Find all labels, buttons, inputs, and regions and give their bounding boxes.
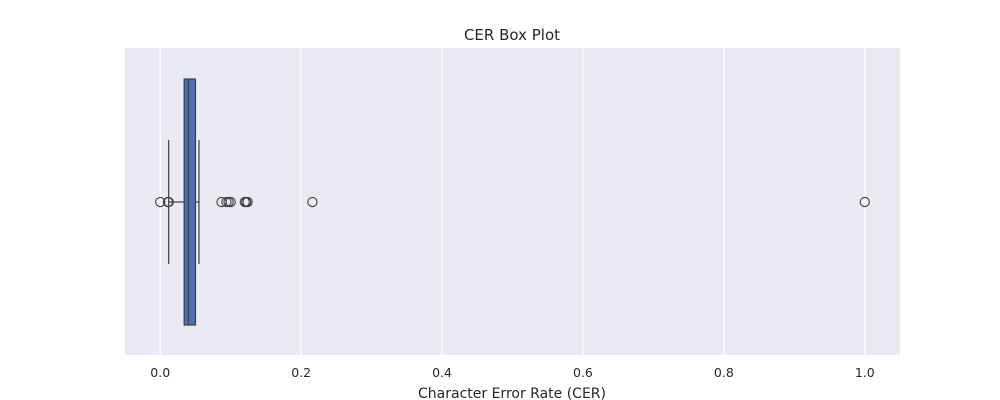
x-tick-labels: 0.0 0.2 0.4 0.6 0.8 1.0: [150, 365, 874, 380]
x-tick-label: 0.8: [714, 365, 734, 380]
x-tick-label: 0.4: [432, 365, 452, 380]
x-axis-label: Character Error Rate (CER): [418, 386, 606, 400]
x-tick-label: 0.0: [150, 365, 170, 380]
x-tick-label: 0.6: [573, 365, 593, 380]
chart-title: CER Box Plot: [464, 26, 560, 44]
outlier-points: [155, 196, 870, 208]
x-tick-label: 1.0: [855, 365, 875, 380]
outlier-point: [225, 196, 236, 208]
box-and-whiskers: [168, 78, 200, 326]
outlier-point: [859, 196, 870, 208]
iqr-box: [183, 78, 197, 326]
outlier-point: [307, 196, 318, 208]
plot-area: [125, 48, 900, 355]
x-tick-label: 0.2: [291, 365, 311, 380]
outlier-point: [242, 196, 253, 208]
outlier-point: [155, 196, 166, 208]
outlier-point: [163, 196, 174, 208]
grid-lines: [159, 48, 866, 355]
